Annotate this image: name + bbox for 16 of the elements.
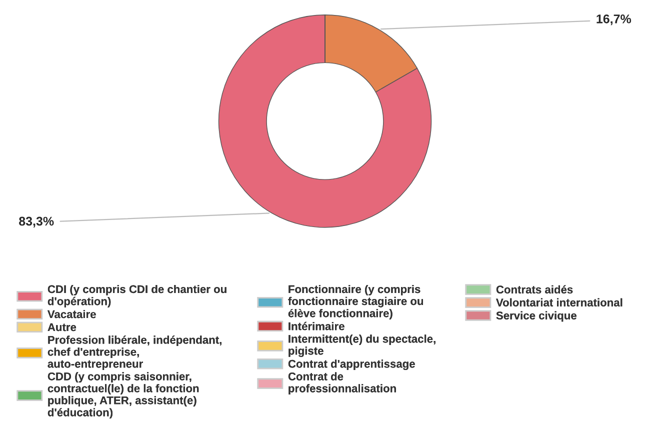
legend-label: Fonctionnaire (y compris fonctionnaire stagiaire ou élève fonctionnaire)	[288, 284, 424, 320]
legend-label: Volontariat international	[496, 298, 622, 306]
legend-label: Contrats aidés	[496, 285, 573, 294]
data-label: 16,7%	[596, 14, 632, 26]
legend-label: Intérimaire	[288, 322, 344, 330]
legend-label: CDI (y compris CDI de chantier ou d'opération)	[48, 284, 226, 308]
legend-label: Intermittent(e) du spectacle, pigiste	[288, 334, 436, 357]
legend-label: Profession libérale, indépendant, chef d'entreprise, auto-entrepreneur	[48, 336, 222, 370]
donut-slice	[218, 14, 432, 228]
legend-label: Contrat de professionnalisation	[288, 372, 396, 395]
legend-label: CDD (y compris saisonnier, contractuel(le) de la fonction publique, ATER, assistant(e) d'éducation)	[48, 372, 199, 419]
legend-label: Vacataire	[48, 310, 96, 318]
legend-label: Autre	[48, 323, 76, 332]
data-label: 83,3%	[19, 216, 54, 228]
legend-label: Contrat d'apprentissage	[288, 360, 415, 370]
legend-label: Service civique	[496, 311, 576, 322]
